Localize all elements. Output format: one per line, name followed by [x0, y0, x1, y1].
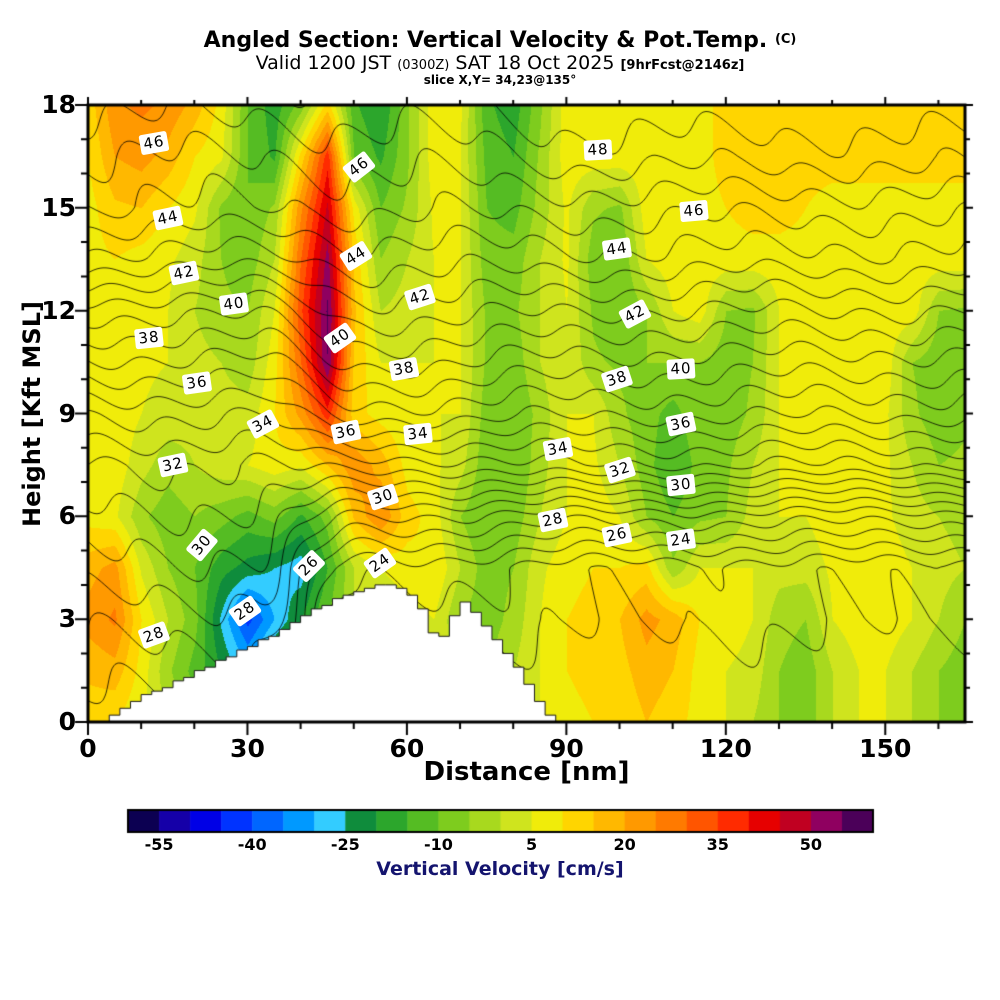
contour-label: 40 [666, 358, 695, 380]
y-tick-label: 12 [41, 295, 76, 325]
contour-label: 36 [182, 371, 212, 394]
contour-label: 46 [679, 200, 709, 222]
colorbar-tick-label: -10 [423, 835, 453, 854]
contour-label: 38 [134, 327, 164, 349]
y-tick-label: 18 [41, 90, 76, 119]
colorbar-title: Vertical Velocity [cm/s] [376, 858, 624, 880]
y-tick-label: 0 [58, 707, 76, 736]
x-tick-label: 30 [230, 734, 265, 763]
contour-label: 34 [403, 423, 432, 445]
x-tick-label: 150 [859, 734, 912, 763]
colorbar-tick-label: -55 [144, 835, 174, 854]
x-tick-label: 120 [699, 734, 752, 763]
chart-title-text: Angled Section: Vertical Velocity & Pot.… [203, 28, 768, 53]
valid-date: SAT 18 Oct 2025 [455, 52, 615, 74]
valid-utc: (0300Z) [397, 58, 450, 73]
colorbar-tick-label: 50 [799, 835, 823, 854]
colorbar-tick-label: 20 [613, 835, 636, 854]
valid-time-line: Valid 1200 JST (0300Z) SAT 18 Oct 2025 [… [0, 52, 1000, 74]
y-tick-label: 15 [41, 192, 76, 222]
colorbar-tick-label: -25 [330, 835, 360, 854]
forecast-tag: [9hrFcst@2146z] [620, 58, 745, 73]
y-tick-label: 6 [58, 501, 76, 531]
colorbar-tick-label: -40 [237, 835, 267, 854]
y-tick-label: 9 [58, 398, 76, 428]
chart-title: Angled Section: Vertical Velocity & Pot.… [0, 28, 1000, 53]
x-tick-label: 0 [79, 734, 97, 763]
x-tick-label: 90 [548, 734, 584, 763]
x-axis-title: Distance [nm] [423, 757, 630, 787]
slice-info-line: slice X,Y= 34,23@135° [423, 73, 577, 87]
contour-label: 40 [219, 292, 249, 316]
contour-label: 44 [602, 237, 632, 261]
chart-title-unit: (C) [774, 32, 797, 47]
y-tick-label: 3 [58, 604, 76, 634]
x-tick-label: 60 [389, 734, 425, 763]
contour-label: 30 [666, 474, 696, 497]
colorbar-tick-label: 5 [525, 835, 538, 854]
contour-label: 48 [584, 139, 613, 160]
valid-prefix: Valid 1200 JST [255, 52, 392, 74]
colorbar-tick-label: 35 [706, 835, 729, 854]
